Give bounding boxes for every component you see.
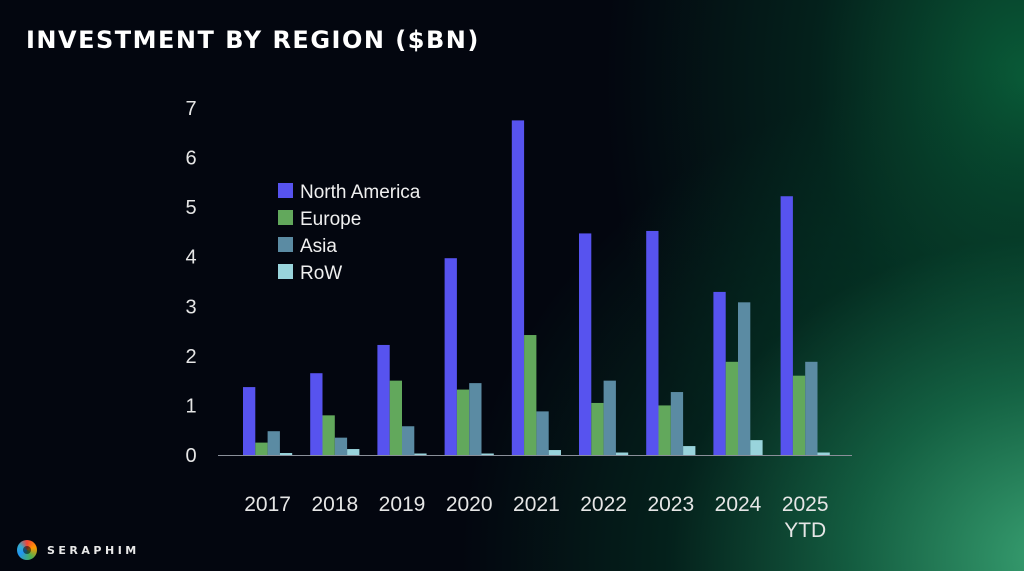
y-tick-label: 7 (185, 98, 196, 120)
bar-group (780, 196, 830, 456)
bar-europe (591, 402, 604, 455)
bar-asia (738, 302, 751, 455)
x-tick-label: 2022 (580, 493, 627, 516)
bar-asia (805, 361, 818, 455)
bar-north-america (780, 196, 793, 456)
bar-europe (255, 442, 268, 455)
bar-north-america (713, 291, 726, 455)
x-tick-label: 2020 (446, 493, 493, 516)
chart-title: INVESTMENT BY REGION ($BN) (26, 26, 480, 54)
bar-row (683, 446, 696, 455)
y-tick-label: 1 (185, 395, 196, 417)
bar-row (279, 453, 293, 455)
bar-group (646, 230, 696, 455)
bar-north-america (646, 230, 659, 455)
bar-europe (524, 335, 537, 455)
bar-asia (603, 380, 616, 455)
bar-europe (456, 389, 470, 455)
x-tick-label: 2021 (513, 493, 560, 516)
legend-swatch (278, 264, 293, 279)
bar-north-america (310, 373, 323, 455)
x-tick-label: 2023 (647, 493, 694, 516)
logo-text: SERAPHIM (47, 543, 140, 557)
bar-row (817, 452, 830, 455)
y-tick-label: 6 (185, 148, 196, 170)
y-tick-label: 5 (185, 197, 196, 219)
bar-north-america (243, 387, 256, 455)
x-tick-label: 2017 (244, 493, 291, 516)
legend-swatch (278, 237, 293, 252)
legend-item: RoW (278, 263, 342, 284)
bar-row (615, 452, 629, 455)
legend-label: Asia (300, 236, 337, 257)
bar-row (548, 450, 561, 455)
y-tick-label: 2 (185, 346, 196, 368)
bar-group (310, 373, 360, 455)
x-tick-label: 2018 (311, 493, 358, 516)
bar-north-america (444, 258, 457, 455)
bar-europe (792, 375, 806, 455)
bar-group (444, 258, 494, 455)
legend: North America Europe Asia RoW (278, 182, 421, 284)
bar-group (713, 291, 763, 455)
bar-asia (670, 392, 684, 455)
y-axis: 0 1 2 3 4 5 6 7 (185, 98, 196, 467)
seraphim-logo: SERAPHIM (17, 540, 140, 560)
bar-north-america (377, 344, 390, 455)
bar-europe (725, 361, 738, 455)
bar-group (243, 387, 293, 455)
bar-north-america (511, 120, 525, 456)
x-tick-label: YTD (784, 519, 826, 542)
bar-row (414, 453, 427, 455)
bar-asia (267, 431, 280, 455)
legend-item: Asia (278, 236, 337, 257)
bar-group (377, 344, 427, 455)
bar-row (481, 453, 494, 455)
bar-asia (334, 437, 348, 455)
bar-asia (402, 426, 415, 455)
y-tick-label: 4 (185, 247, 196, 269)
bar-europe (322, 415, 335, 455)
bar-europe (658, 405, 671, 455)
bars (243, 120, 830, 456)
y-tick-label: 3 (185, 296, 196, 318)
legend-label: Europe (300, 209, 361, 230)
bar-europe (389, 380, 402, 455)
bar-asia (536, 411, 549, 455)
bar-asia (469, 383, 482, 455)
bar-group (511, 120, 561, 456)
x-axis: 2017 2018 2019 2020 2021 2022 2023 2024 2025 YTD (244, 493, 828, 542)
legend-label: North America (300, 182, 421, 203)
bar-north-america (579, 233, 592, 455)
legend-swatch (278, 183, 293, 198)
bar-group (579, 233, 629, 455)
legend-item: Europe (278, 209, 361, 230)
x-tick-label: 2025 (782, 493, 829, 516)
legend-label: RoW (300, 263, 342, 284)
legend-item: North America (278, 182, 421, 203)
x-tick-label: 2019 (379, 493, 426, 516)
bar-row (347, 449, 360, 455)
bar-row (750, 440, 763, 455)
seraphim-logo-icon (17, 540, 37, 560)
y-tick-label: 0 (185, 445, 196, 467)
x-tick-label: 2024 (715, 493, 762, 516)
legend-swatch (278, 210, 293, 225)
